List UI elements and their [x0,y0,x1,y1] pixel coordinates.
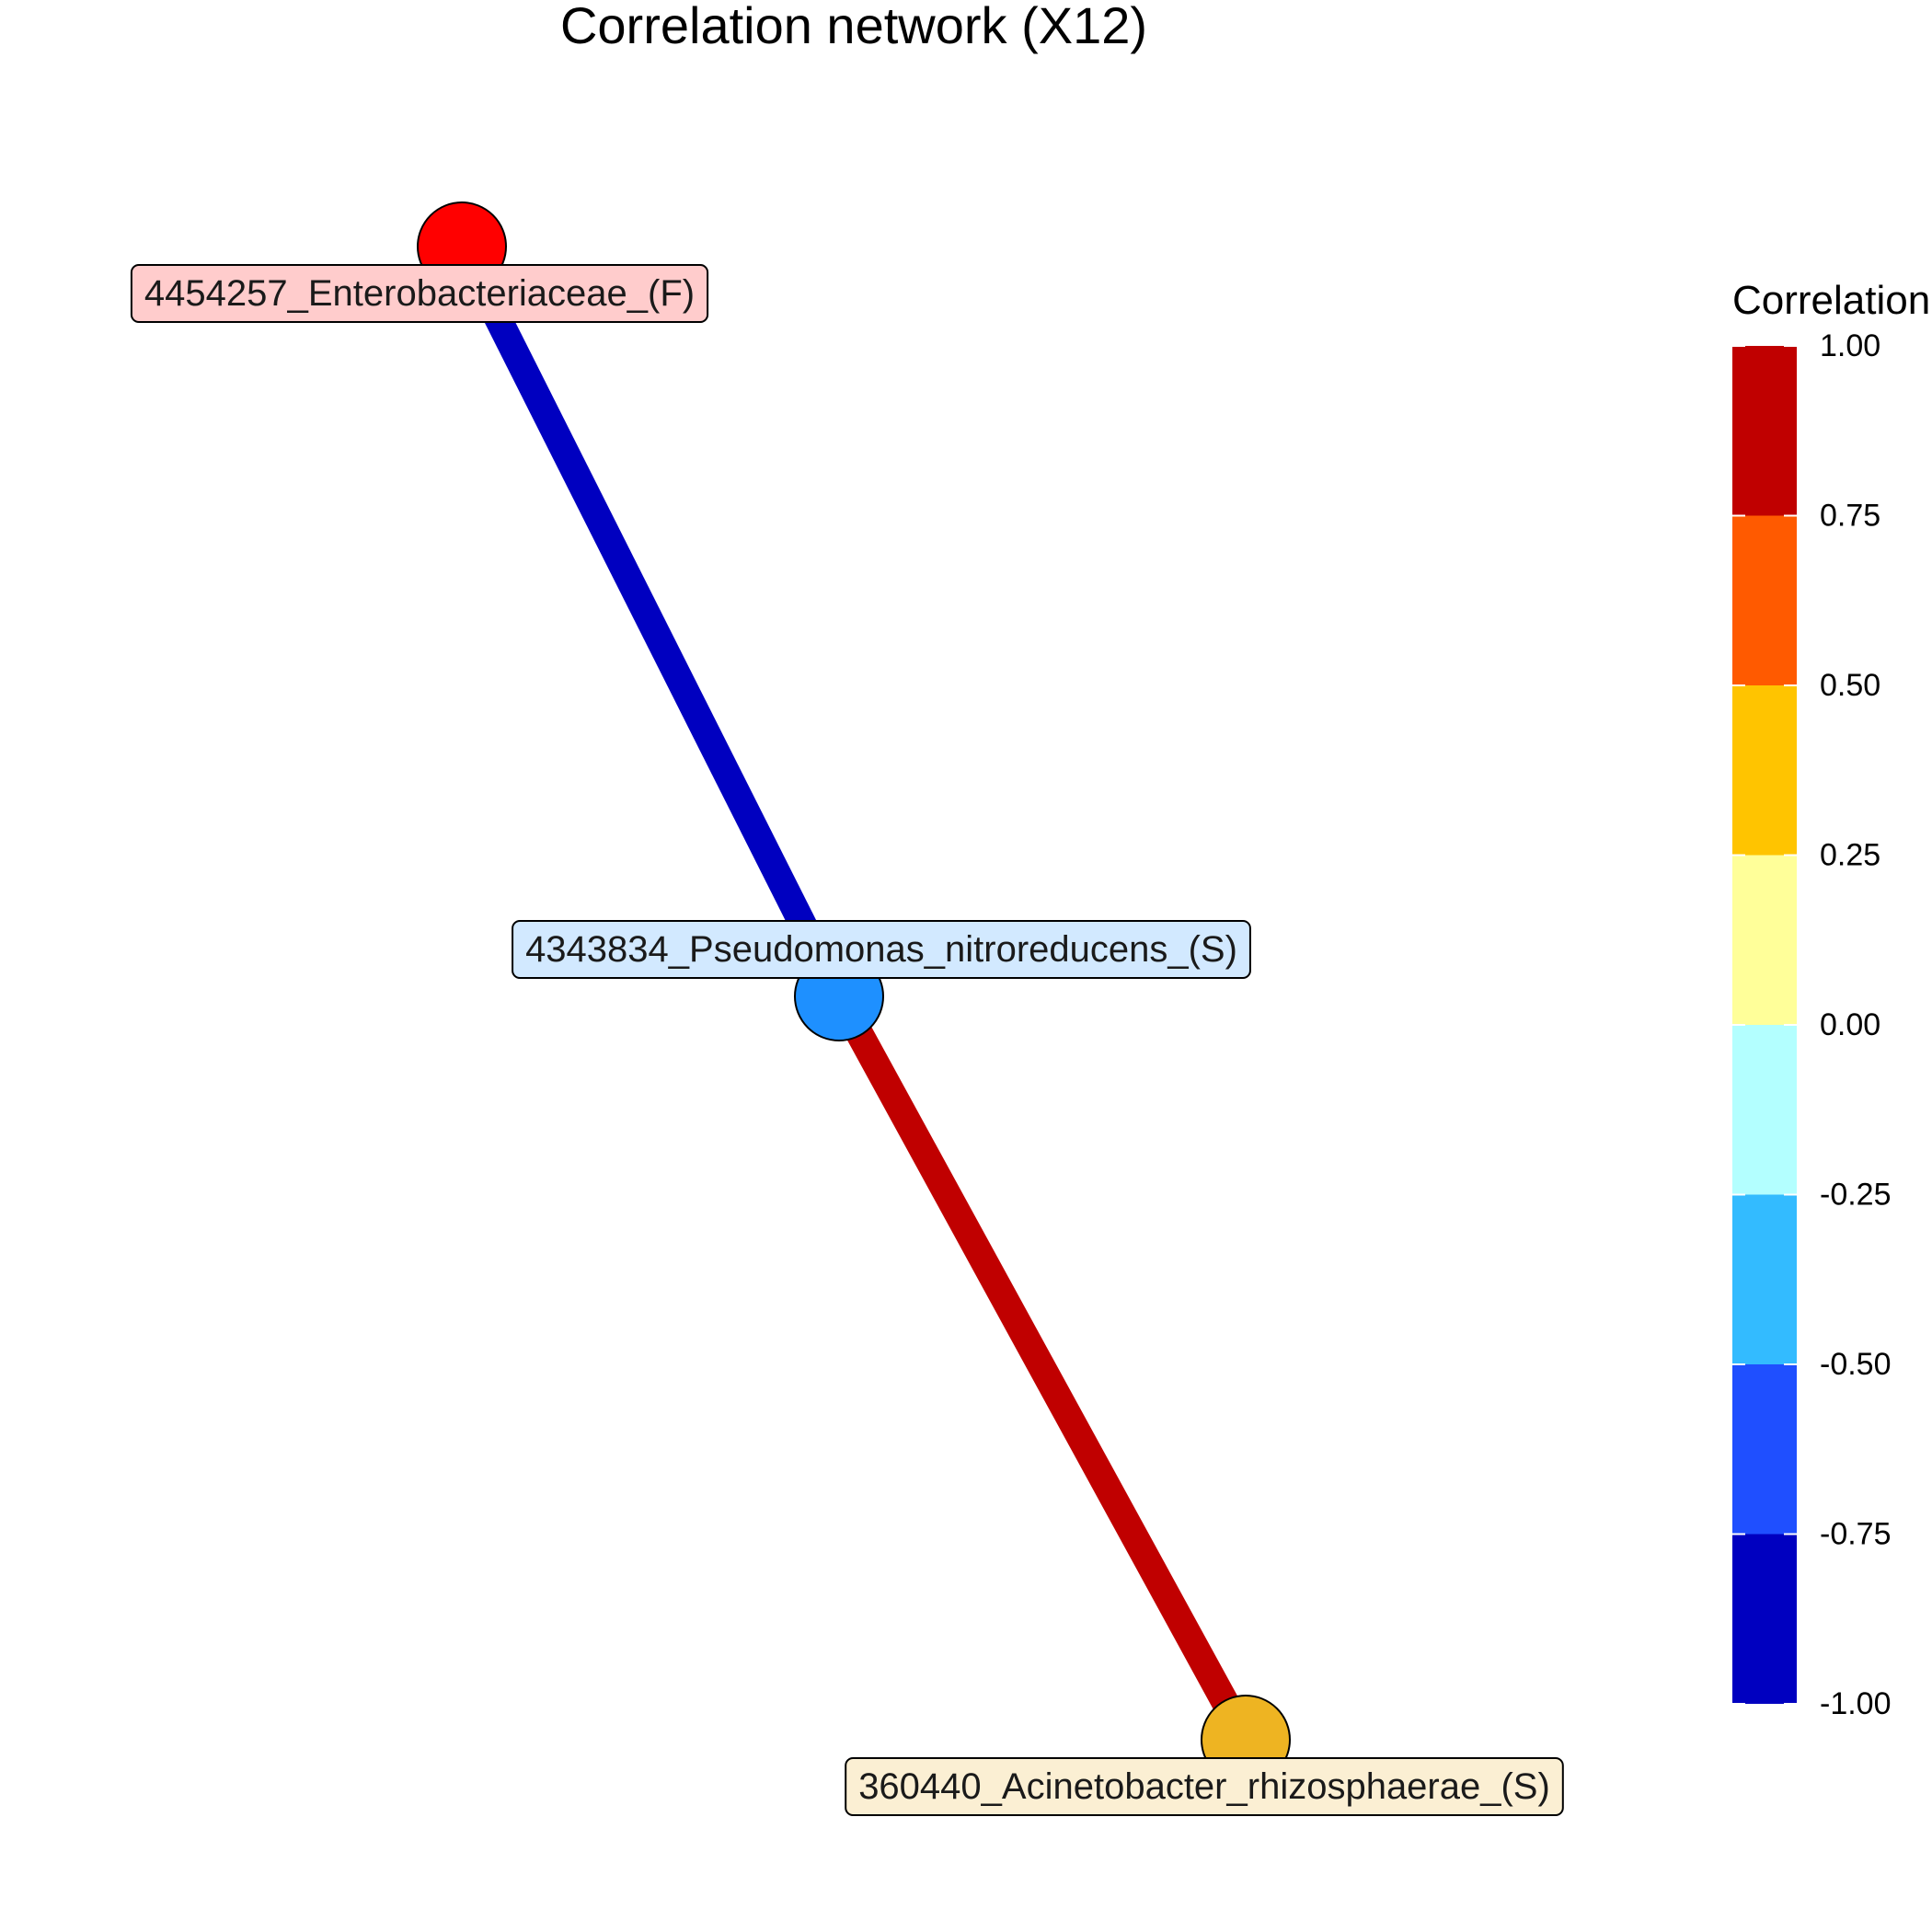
node-label-box [130,264,709,323]
legend-bin [1732,1534,1797,1704]
edge-n1-n2 [449,240,852,1003]
legend-bin [1732,1025,1797,1195]
edges-layer [449,240,1259,1747]
node-label-box [845,1757,1564,1816]
legend-tick-label: -0.75 [1820,1517,1892,1552]
legend-tick-label: 1.00 [1820,328,1880,363]
legend-tick-label: -0.50 [1820,1347,1892,1382]
node-label-text: 4343834_Pseudomonas_nitroreducens_(S) [525,929,1237,970]
node-label-n1: 4454257_Enterobacteriaceae_(F) [130,264,709,323]
node-labels-layer: 4454257_Enterobacteriaceae_(F) 4343834_Ps… [130,264,1564,1816]
node-label-text: 360440_Acinetobacter_rhizosphaerae_(S) [858,1766,1550,1807]
legend-bin [1732,515,1797,685]
node-label-n3: 360440_Acinetobacter_rhizosphaerae_(S) [845,1757,1564,1816]
legend-tick-label: 0.00 [1820,1007,1880,1042]
chart-title: Correlation network (X12) [560,0,1147,54]
legend-title: Correlation [1732,278,1930,323]
legend-tick-label: -1.00 [1820,1686,1892,1721]
legend-bin [1732,1364,1797,1535]
node-label-n2: 4343834_Pseudomonas_nitroreducens_(S) [512,920,1251,979]
legend-bin [1732,346,1797,516]
edge-n2-n3 [826,989,1259,1747]
legend-bin [1732,685,1797,856]
legend-color-bar [1732,346,1797,1704]
legend-tick-label: 0.75 [1820,499,1880,534]
legend-tick-label: -0.25 [1820,1178,1892,1213]
legend-tick-label: 0.50 [1820,668,1880,703]
color-legend: Correlation 1.00 0.75 0.50 0.25 0.00 -0.25 -0.… [1732,278,1930,1721]
node-label-box [512,920,1251,979]
legend-bin [1732,855,1797,1025]
legend-tick-labels: 1.00 0.75 0.50 0.25 0.00 -0.25 -0.50 -0.75 -1.00 [1732,328,1892,1721]
legend-bin [1732,1194,1797,1364]
node-label-text: 4454257_Enterobacteriaceae_(F) [144,273,695,314]
legend-tick-label: 0.25 [1820,838,1880,873]
